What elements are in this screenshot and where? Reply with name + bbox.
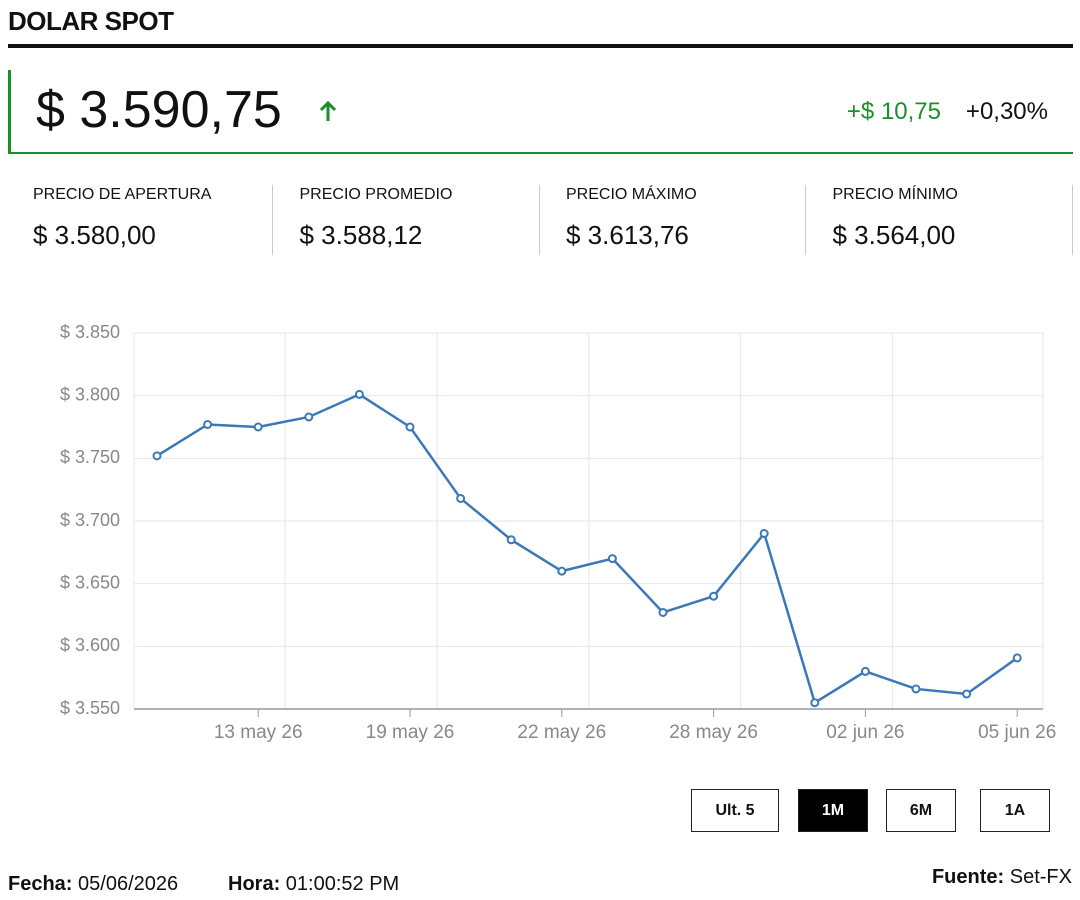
point	[962, 689, 972, 699]
change-pct: +0,30%	[965, 98, 1048, 125]
y-tick-label: $ 3.600	[60, 635, 120, 655]
stat-value: $ 3.613,76	[566, 220, 689, 250]
range-button[interactable]: Ult. 5	[691, 789, 779, 832]
x-tick-label: 19 may 26	[366, 722, 455, 743]
x-tick-label: 02 jun 26	[826, 722, 904, 743]
stat-label: PRECIO DE APERTURA	[33, 186, 212, 203]
stat-divider	[272, 185, 273, 255]
rule	[8, 44, 1073, 48]
point	[253, 422, 263, 432]
stat-label: PRECIO MÍNIMO	[832, 186, 958, 203]
price-box	[8, 70, 1073, 154]
date: Fecha: 05/06/2026	[8, 873, 178, 896]
point	[810, 698, 820, 708]
source-value: Set-FX	[1009, 866, 1072, 888]
point	[456, 493, 466, 503]
point	[860, 666, 870, 676]
y-tick-label: $ 3.700	[60, 510, 120, 530]
point	[506, 535, 516, 545]
point	[405, 422, 415, 432]
source-label: Fuente:	[931, 866, 1005, 888]
point	[354, 389, 364, 399]
stat-divider	[538, 185, 540, 255]
date-value: 05/06/2026	[78, 873, 179, 895]
point	[607, 554, 617, 564]
point	[557, 566, 567, 576]
point	[203, 419, 213, 429]
x-tick-label: 13 may 26	[214, 722, 303, 743]
point	[911, 684, 921, 694]
x-tick-label: 22 may 26	[517, 722, 606, 743]
change: +$ 10,75	[846, 98, 941, 125]
point	[709, 591, 719, 601]
x-tick-label: 28 may 26	[669, 722, 758, 743]
range-button[interactable]: 1M	[798, 789, 868, 832]
time-value: 01:00:52 PM	[285, 873, 400, 895]
time-label: Hora:	[228, 873, 281, 895]
point	[1012, 653, 1022, 663]
stat-value: $ 3.580,00	[33, 220, 156, 250]
point	[152, 451, 162, 461]
y-tick-label: $ 3.650	[60, 572, 120, 592]
stat-label: PRECIO PROMEDIO	[299, 186, 453, 203]
stat-divider	[1071, 185, 1073, 255]
title: DOLAR SPOT	[8, 6, 174, 36]
date-label: Fecha:	[8, 873, 73, 895]
point	[304, 412, 314, 422]
point	[658, 607, 668, 617]
stat-divider	[805, 185, 806, 255]
range-button[interactable]: 6M	[886, 789, 956, 832]
y-tick-label: $ 3.750	[60, 447, 120, 467]
range-button[interactable]: 1A	[980, 789, 1050, 832]
stat-value: $ 3.588,12	[299, 220, 423, 250]
y-tick-label: $ 3.850	[60, 322, 120, 342]
price: $ 3.590,75	[36, 81, 282, 139]
line	[156, 392, 1018, 705]
y-tick-label: $ 3.800	[60, 384, 120, 404]
point	[759, 529, 769, 539]
time: Hora: 01:00:52 PM	[228, 873, 399, 896]
source: Fuente: Set-FX	[932, 866, 1072, 889]
y-tick-label: $ 3.550	[60, 698, 120, 718]
stat-value: $ 3.564,00	[832, 220, 956, 250]
stat-label: PRECIO MÁXIMO	[566, 186, 697, 203]
x-tick-label: 05 jun 26	[978, 722, 1056, 743]
